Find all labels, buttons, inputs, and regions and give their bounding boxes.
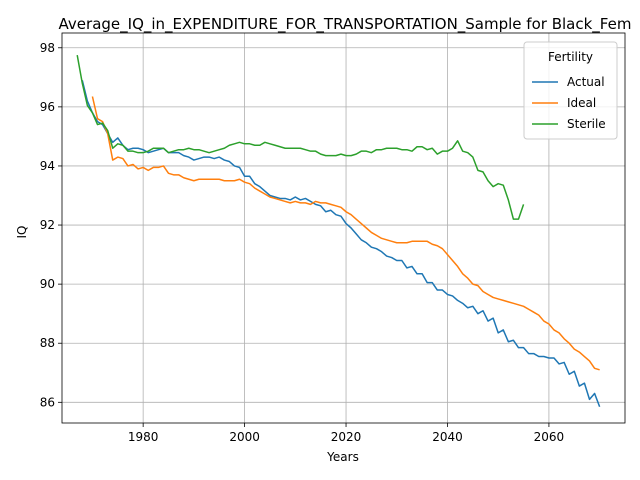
legend-label-ideal: Ideal [567, 96, 596, 110]
plot-frame [61, 32, 626, 424]
y-tick-label: 96 [40, 100, 55, 114]
y-tick-label: 86 [40, 395, 55, 409]
y-tick-label: 98 [40, 41, 55, 55]
legend: Fertility Actual Ideal Sterile [523, 41, 618, 140]
series-line-sterile [76, 55, 525, 220]
y-tick-label: 94 [40, 159, 55, 173]
series-lines [76, 55, 601, 408]
x-tick-label: 2060 [534, 430, 565, 444]
legend-title: Fertility [548, 50, 593, 64]
tick-labels: 1980 2000 2020 2040 2060 86 88 90 92 94 96 98 [40, 41, 564, 444]
x-tick-label: 2000 [229, 430, 260, 444]
chart-title: Average_IQ_in_EXPENDITURE_FOR_TRANSPORTA… [59, 15, 632, 34]
y-tick-label: 88 [40, 336, 55, 350]
legend-label-sterile: Sterile [567, 117, 606, 131]
legend-label-actual: Actual [567, 75, 605, 89]
x-tick-label: 1980 [128, 430, 159, 444]
x-tick-label: 2020 [331, 430, 362, 444]
x-tick-label: 2040 [432, 430, 463, 444]
legend-box [523, 41, 618, 140]
y-axis-label: IQ [15, 226, 29, 239]
y-tick-label: 92 [40, 218, 55, 232]
x-axis-label: Years [326, 450, 359, 464]
series-line-ideal [91, 96, 600, 371]
y-tick-label: 90 [40, 277, 55, 291]
axes [58, 32, 626, 427]
